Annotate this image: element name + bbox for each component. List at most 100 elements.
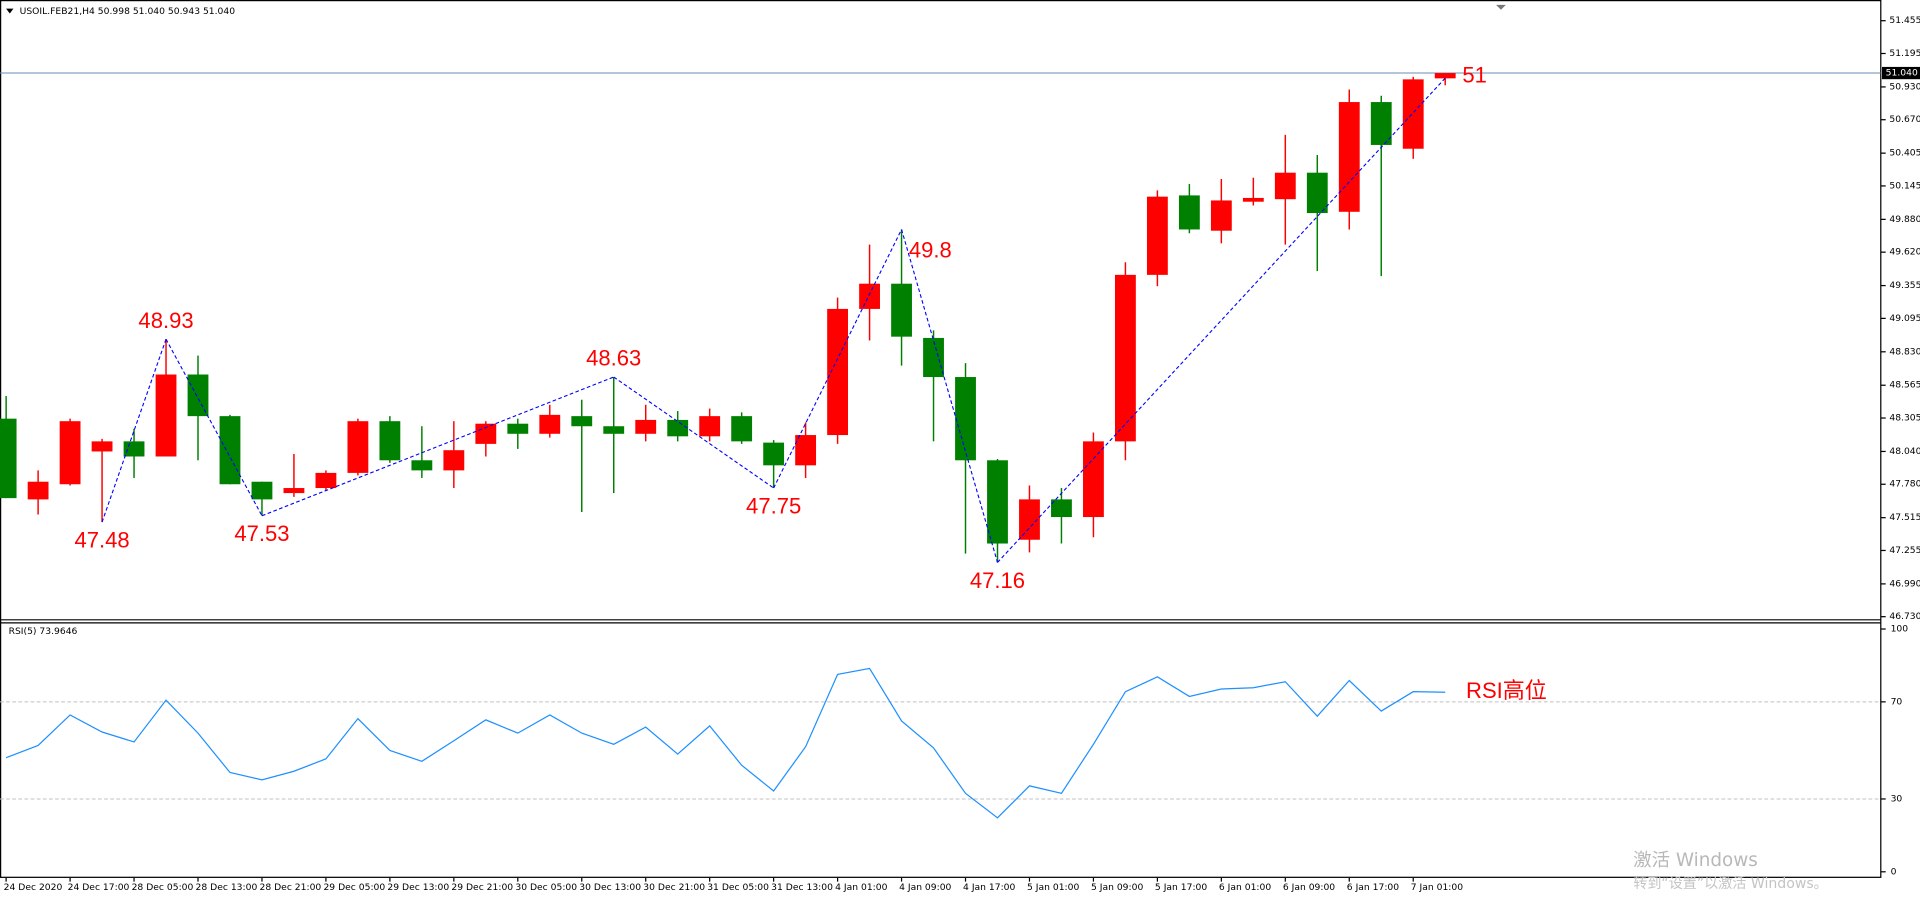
zigzag-segment [101, 339, 167, 523]
y-tick-label: 48.305 [1889, 413, 1920, 424]
rsi-annotation: RSI高位 [1466, 678, 1547, 703]
candle-body [1178, 195, 1200, 230]
candle-body [1274, 172, 1296, 200]
scroll-marker [1496, 4, 1506, 10]
zigzag-segment [165, 338, 263, 517]
x-tick-label: 30 Dec 05:00 [515, 882, 577, 893]
zigzag-label: 49.8 [909, 237, 952, 262]
candle-body [955, 377, 976, 461]
candle-body [539, 414, 561, 434]
y-tick-label: 46.730 [1889, 611, 1920, 622]
candle-body [827, 308, 849, 436]
candle-body [1083, 441, 1104, 518]
candle-body [699, 416, 721, 437]
x-tick-label: 30 Dec 13:00 [579, 882, 641, 893]
y-tick-label: 49.095 [1889, 313, 1920, 324]
zigzag-segment [901, 229, 999, 563]
candle-body [411, 460, 433, 471]
price-label: 51.040 [1886, 68, 1918, 79]
price-label-box [1882, 66, 1920, 80]
candle-body [1306, 172, 1328, 214]
candle-body [795, 435, 817, 466]
candle-body [1242, 197, 1264, 202]
y-tick-label: 47.255 [1889, 545, 1920, 556]
candle-body [27, 481, 49, 500]
candle-body [763, 442, 785, 466]
x-tick-label: 28 Dec 21:00 [260, 882, 322, 893]
y-tick-label: 50.930 [1889, 81, 1920, 92]
zigzag-segment [773, 229, 903, 489]
candle-body [603, 426, 625, 434]
candle-body [0, 418, 17, 499]
candle-body [315, 472, 337, 489]
candle-body [219, 416, 241, 485]
y-tick-label: 47.515 [1889, 512, 1920, 523]
candle-body [347, 421, 369, 473]
candle-body [251, 481, 273, 500]
zigzag-label: 47.16 [970, 568, 1025, 593]
y-tick-label: 47.780 [1889, 479, 1920, 490]
x-tick-label: 5 Jan 17:00 [1155, 882, 1207, 893]
candle-body [859, 283, 880, 309]
x-tick-label: 6 Jan 17:00 [1347, 882, 1399, 893]
candle-body [1338, 102, 1360, 212]
x-tick-label: 24 Dec 2020 [4, 882, 63, 893]
candle-body [123, 441, 145, 457]
candle-body [731, 416, 753, 442]
x-tick-label: 31 Dec 05:00 [707, 882, 769, 893]
zigzag-segment [261, 376, 614, 517]
candle-body [571, 416, 593, 427]
rsi-header: RSI(5) 73.9646 [9, 626, 78, 637]
y-tick-label: 100 [1891, 624, 1909, 635]
candle-body [59, 421, 81, 485]
y-tick-label: 0 [1891, 866, 1897, 877]
candle-body [635, 419, 657, 434]
y-tick-label: 48.565 [1889, 380, 1920, 391]
frame [0, 0, 1882, 878]
x-tick-label: 29 Dec 13:00 [387, 882, 449, 893]
candle-body [91, 441, 113, 452]
candle-body [1019, 499, 1040, 540]
x-tick-label: 28 Dec 05:00 [132, 882, 194, 893]
y-tick-label: 48.040 [1889, 446, 1920, 457]
y-tick-label: 50.405 [1889, 148, 1920, 159]
x-tick-label: 29 Dec 05:00 [323, 882, 385, 893]
candle-body [379, 421, 401, 461]
zigzag-label: 47.48 [74, 528, 129, 553]
candle-body [475, 423, 497, 444]
watermark-title: 激活 Windows [1633, 850, 1758, 871]
y-tick-label: 49.355 [1889, 280, 1920, 291]
rsi-plot [0, 667, 1881, 819]
y-tick-label: 46.990 [1889, 578, 1920, 589]
candle-body [1051, 499, 1072, 518]
y-tick-label: 49.620 [1889, 247, 1920, 258]
y-tick-label: 48.830 [1889, 346, 1920, 357]
candle-body [1146, 196, 1168, 275]
x-tick-label: 4 Jan 09:00 [899, 882, 951, 893]
candle-body [507, 423, 529, 434]
candle-body [1370, 102, 1392, 145]
zigzag-segment [997, 77, 1446, 563]
x-tick-label: 6 Jan 01:00 [1219, 882, 1271, 893]
menu-arrow [6, 8, 14, 14]
price-plot [0, 72, 1881, 563]
rsi-line [5, 667, 1446, 819]
y-tick-label: 50.145 [1889, 180, 1920, 191]
y-tick-label: 70 [1891, 696, 1903, 707]
candle-body [443, 450, 465, 471]
x-tick-label: 6 Jan 09:00 [1283, 882, 1335, 893]
x-tick-label: 4 Jan 01:00 [835, 882, 887, 893]
candle-body [891, 283, 912, 337]
candle-body [283, 488, 305, 494]
x-tick-label: 24 Dec 17:00 [68, 882, 130, 893]
candle-body [1210, 200, 1232, 231]
watermark-subtitle: 转到“设置”以激活 Windows。 [1633, 875, 1827, 892]
candle-body [923, 337, 944, 378]
x-tick-label: 5 Jan 01:00 [1027, 882, 1079, 893]
y-tick-label: 51.455 [1889, 15, 1920, 26]
y-tick-label: 50.670 [1889, 114, 1920, 125]
candle-body [187, 374, 209, 417]
x-tick-label: 29 Dec 21:00 [451, 882, 513, 893]
